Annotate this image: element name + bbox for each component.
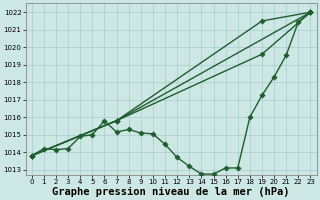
- X-axis label: Graphe pression niveau de la mer (hPa): Graphe pression niveau de la mer (hPa): [52, 186, 290, 197]
